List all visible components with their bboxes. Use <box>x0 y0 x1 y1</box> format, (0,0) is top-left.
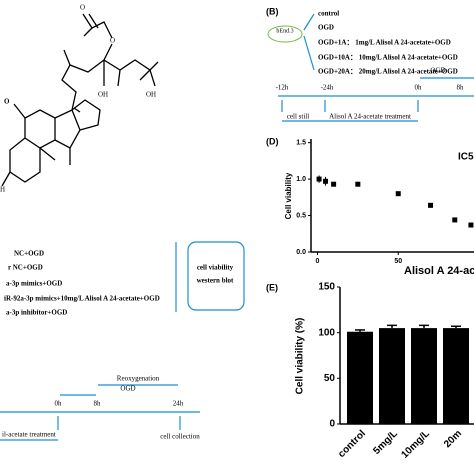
bar <box>411 328 437 424</box>
assay-box <box>187 241 245 311</box>
x-tick-label: 5mg/L <box>371 428 400 457</box>
point <box>316 176 322 182</box>
time-label: 8h <box>94 400 102 408</box>
group-label: OGD+1A： 1mg/L Alisol A 24-acetate+OGD <box>318 39 451 47</box>
atom-label: O <box>4 98 10 106</box>
connector <box>303 35 315 71</box>
phase-label: OGD <box>430 67 445 75</box>
time-label: 0h <box>415 84 423 92</box>
y-tick-label: 0 <box>329 419 335 430</box>
y-tick-label: 0.5 <box>296 212 306 219</box>
time-label: 0h <box>55 400 63 408</box>
chemical-structure <box>1 13 159 187</box>
phase-label: Reoxygenation <box>117 375 160 383</box>
atom-label: OH <box>146 91 156 99</box>
time-label: 24h <box>173 400 184 408</box>
y-tick-label: 1.0 <box>296 176 306 183</box>
atom-label: O <box>80 4 85 12</box>
group-label: OGD+20A： 20mg/L Alisol A 24-acetate+OGD <box>318 68 458 76</box>
phase-label: il-acetate treatment <box>2 431 56 439</box>
group-label: OGD <box>318 24 334 32</box>
cell-oval <box>267 25 303 43</box>
phase-label: cell collection <box>160 433 200 441</box>
point <box>323 178 329 184</box>
timeline <box>278 77 474 122</box>
x-axis-label: Alisol A 24-acet <box>404 265 474 277</box>
group-label: control <box>318 10 339 18</box>
group-label: a-3p inhibitor+OGD <box>6 309 67 317</box>
group-label: NC+OGD <box>14 250 44 258</box>
group-label: a-3p mimics+OGD <box>6 280 62 288</box>
bar <box>347 331 373 424</box>
point <box>355 181 361 187</box>
point <box>452 217 458 223</box>
atom-label: OH <box>98 91 108 99</box>
annotation: IC5 <box>458 152 474 163</box>
connector <box>303 13 315 31</box>
bar <box>379 328 405 424</box>
x-tick-label: 20m <box>442 428 464 450</box>
x-tick-label: 0 <box>316 258 320 265</box>
timeline <box>0 384 200 441</box>
y-axis-label: Cell viability <box>284 172 293 219</box>
y-axis-label: Cell viability (%) <box>295 318 306 395</box>
assay-label: cell viability <box>197 264 234 272</box>
time-label: -24h <box>321 84 334 92</box>
cell-name: bEnd.3 <box>276 28 293 34</box>
atom-label: H <box>0 186 5 194</box>
y-tick-label: 1.5 <box>296 139 306 146</box>
y-tick-label: 150 <box>318 282 335 293</box>
point <box>468 222 474 228</box>
y-tick-label: 0.0 <box>296 249 306 256</box>
panel-label: (B) <box>266 6 279 16</box>
x-tick-label: control <box>336 428 368 460</box>
assay-label: western blot <box>197 277 234 285</box>
x-tick-label: 50 <box>394 258 402 265</box>
phase-label: cell still <box>287 113 309 121</box>
group-label: OGD+10A： 10mg/L Alisol A 24-acetate+OGD <box>318 54 458 62</box>
y-tick-label: 100 <box>318 327 335 338</box>
panel-label: (D) <box>266 136 279 146</box>
point <box>395 191 401 197</box>
x-tick-label: 10mg/L <box>399 428 432 461</box>
phase-label: Alisol A 24-acetate treatment <box>329 113 411 121</box>
point <box>428 202 434 208</box>
group-label: iR-92a-3p mimics+10mg/L Alisol A 24-acet… <box>4 295 160 303</box>
atom-label: O <box>110 37 115 45</box>
panel-label: (E) <box>266 282 278 292</box>
y-tick-label: 50 <box>324 373 336 384</box>
group-label: r NC+OGD <box>8 264 43 272</box>
bar <box>443 328 469 424</box>
time-label: 8h <box>457 84 465 92</box>
phase-label: OGD <box>120 385 135 393</box>
time-label: -12h <box>276 84 289 92</box>
point <box>331 181 337 187</box>
